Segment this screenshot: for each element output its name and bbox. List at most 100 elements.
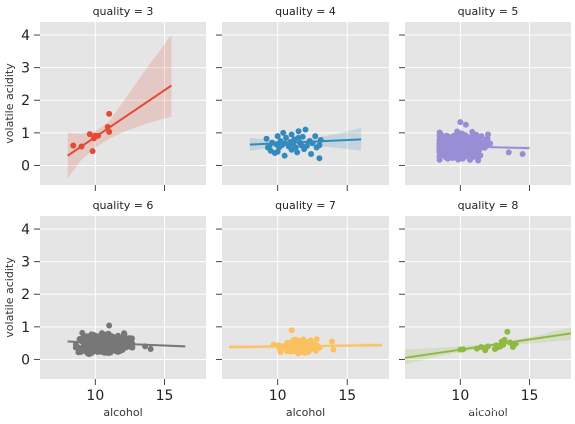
x-axis-label: alcohol <box>468 406 507 419</box>
data-point <box>295 134 302 141</box>
data-point <box>284 339 291 346</box>
regression-line <box>67 84 172 157</box>
data-point <box>264 144 271 151</box>
data-point <box>72 344 79 351</box>
data-point <box>308 151 315 158</box>
x-tick-label: 10 <box>451 388 469 404</box>
y-tick-label: 4 <box>21 28 30 44</box>
panel-title: quality = 4 <box>275 5 336 18</box>
data-point <box>75 349 82 356</box>
data-point <box>477 152 484 159</box>
data-point <box>89 148 96 155</box>
y-axis-label: volatile acidity <box>3 257 16 338</box>
y-axis-label: volatile acidity <box>3 63 16 144</box>
data-point <box>475 157 482 164</box>
data-point <box>280 129 287 136</box>
data-point <box>81 344 88 351</box>
x-axis-label: alcohol <box>286 406 325 419</box>
data-point <box>328 338 335 345</box>
data-point <box>438 136 445 143</box>
data-point <box>147 346 154 353</box>
x-tick-label: 15 <box>156 388 174 404</box>
y-tick-label: 3 <box>21 255 30 271</box>
panel-title: quality = 3 <box>93 5 154 18</box>
data-point <box>292 336 299 343</box>
data-point <box>466 138 473 145</box>
data-point <box>436 129 443 136</box>
data-point <box>462 121 469 128</box>
y-tick-label: 0 <box>21 352 30 368</box>
data-point <box>103 333 110 340</box>
panel-background <box>405 216 571 379</box>
data-point <box>504 328 511 335</box>
regression-line <box>439 144 530 150</box>
data-point <box>312 133 319 140</box>
y-tick-label: 0 <box>21 158 30 174</box>
y-tick-label: 3 <box>21 61 30 77</box>
y-tick-label: 2 <box>21 93 30 109</box>
regression-line <box>228 344 383 349</box>
panel-title: quality = 6 <box>93 199 154 212</box>
data-point <box>274 148 281 155</box>
data-point <box>129 344 136 351</box>
data-point <box>316 155 323 162</box>
data-point <box>288 131 295 138</box>
y-tick-label: 1 <box>21 320 30 336</box>
data-point <box>473 131 480 138</box>
data-point <box>274 133 281 140</box>
data-point <box>96 347 103 354</box>
data-point <box>457 119 464 126</box>
data-point <box>501 336 508 343</box>
data-point <box>505 149 512 156</box>
data-point <box>106 343 113 350</box>
y-tick-label: 1 <box>21 126 30 142</box>
data-point <box>281 152 288 159</box>
panel-background <box>40 22 206 185</box>
data-point <box>124 337 131 344</box>
confidence-band <box>67 35 172 179</box>
data-point <box>330 346 337 353</box>
data-point <box>436 153 443 160</box>
panel-title: quality = 8 <box>458 199 519 212</box>
data-point <box>451 132 458 139</box>
data-point <box>509 344 516 351</box>
data-point <box>303 142 310 149</box>
x-tick-label: 15 <box>521 388 539 404</box>
x-tick-label: 15 <box>338 388 356 404</box>
data-point <box>443 132 450 139</box>
x-axis-label: alcohol <box>103 406 142 419</box>
data-point <box>292 144 299 151</box>
panel-background <box>405 22 571 185</box>
data-point <box>313 336 320 343</box>
data-point <box>288 347 295 354</box>
data-point <box>443 137 450 144</box>
data-point <box>80 333 87 340</box>
data-point <box>302 126 309 133</box>
data-point <box>294 149 301 156</box>
data-point <box>121 330 128 337</box>
x-tick-label: 10 <box>86 388 104 404</box>
data-point <box>128 335 135 342</box>
data-point <box>307 339 314 346</box>
data-point <box>452 137 459 144</box>
y-tick-label: 2 <box>21 287 30 303</box>
data-point <box>452 151 459 158</box>
data-point <box>478 133 485 140</box>
panel-background <box>222 22 389 185</box>
regression-line <box>249 138 362 146</box>
regression-line <box>67 340 186 348</box>
x-tick-label: 10 <box>269 388 287 404</box>
data-point <box>458 146 465 153</box>
data-point <box>106 110 113 117</box>
data-point <box>316 142 323 149</box>
watermark-text: https://blog.csdn.net/brydevson <box>329 398 568 416</box>
data-point <box>102 347 109 354</box>
data-point <box>474 136 481 143</box>
data-point <box>485 131 491 138</box>
data-point <box>86 131 93 138</box>
data-point <box>471 153 478 160</box>
data-point <box>295 128 302 135</box>
panel-title: quality = 7 <box>275 199 336 212</box>
data-point <box>288 327 295 334</box>
